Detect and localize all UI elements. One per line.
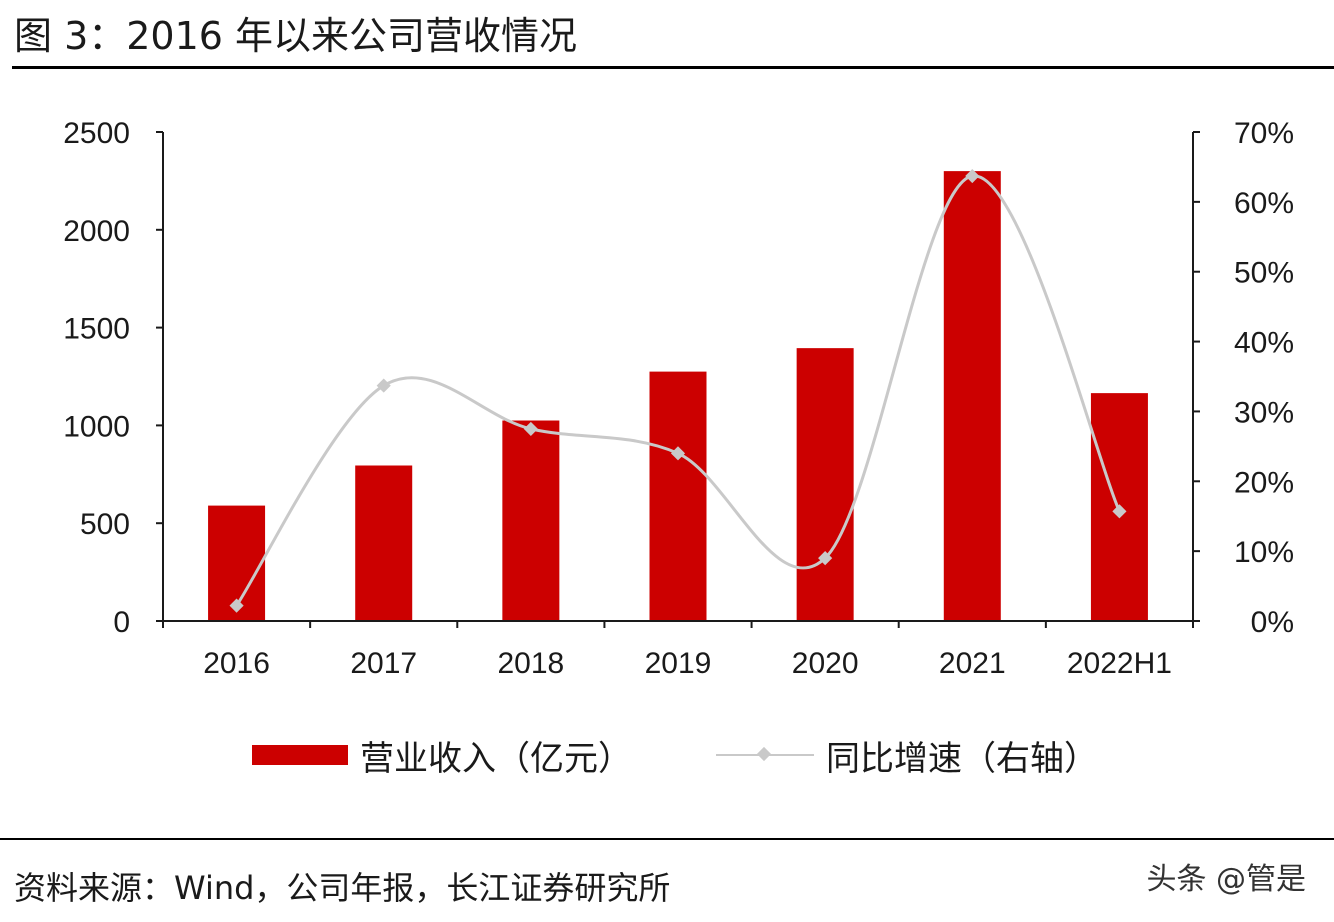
y-tick-label-left: 2000 <box>63 215 130 248</box>
growth-line-series <box>229 168 1127 613</box>
growth-point-2017 <box>376 378 391 393</box>
bar-2019 <box>649 371 707 621</box>
growth-point-2020 <box>818 551 833 566</box>
growth-point-2016 <box>229 598 244 613</box>
x-tick-label: 2021 <box>939 647 1006 680</box>
legend-line-swatch <box>716 745 814 765</box>
y-tick-label-left: 0 <box>113 606 130 639</box>
legend-bar-swatch <box>252 745 348 765</box>
bar-2017 <box>355 465 413 621</box>
growth-point-2019 <box>670 446 686 461</box>
y-tick-label-right: 20% <box>1234 466 1294 499</box>
x-tick-label: 2016 <box>203 647 270 680</box>
y-tick-label-right: 10% <box>1234 536 1294 569</box>
y-tick-label-right: 40% <box>1234 327 1294 360</box>
bar-series <box>208 171 1148 621</box>
y-tick-label-left: 1000 <box>63 410 130 443</box>
y-tick-label-left: 1500 <box>63 313 130 346</box>
footer-divider <box>0 838 1334 840</box>
bar-2021 <box>943 171 1001 621</box>
y-tick-label-left: 2500 <box>63 117 130 150</box>
x-tick-label: 2019 <box>645 647 712 680</box>
x-tick-label: 2020 <box>792 647 859 680</box>
legend-line-label: 同比增速（右轴） <box>826 738 1098 779</box>
legend-bar-label: 营业收入（亿元） <box>360 738 632 779</box>
watermark: 头条 @管是 <box>1146 862 1306 897</box>
axes <box>156 131 1200 628</box>
y-tick-label-right: 70% <box>1234 117 1294 150</box>
source-note: 资料来源：Wind，公司年报，长江证券研究所 <box>14 869 671 907</box>
growth-point-2018 <box>523 421 538 436</box>
figure-title: 图 3：2016 年以来公司营收情况 <box>14 14 578 58</box>
title-divider <box>12 66 1334 69</box>
tick-labels: 0 500 1000 1500 2000 2500 0% 10% 20% 30% 40% 50% 60%… <box>63 117 1294 680</box>
legend-revenue: 营业收入（亿元） <box>252 730 632 780</box>
chart: 0 500 1000 1500 2000 2500 0% 10% 20% 30% 40% 50% 60%… <box>63 117 1294 680</box>
x-tick-label: 2017 <box>350 647 417 680</box>
growth-point-2022H1 <box>1112 504 1127 519</box>
y-tick-label-right: 50% <box>1234 257 1294 290</box>
y-tick-label-right: 30% <box>1234 396 1294 429</box>
bar-2018 <box>502 420 560 621</box>
x-tick-label: 2022H1 <box>1067 647 1172 680</box>
y-tick-label-left: 500 <box>80 508 130 541</box>
y-tick-label-right: 60% <box>1234 187 1294 220</box>
legend-growth: 同比增速（右轴） <box>716 730 1098 780</box>
x-tick-label: 2018 <box>497 647 564 680</box>
y-tick-label-right: 0% <box>1251 606 1294 639</box>
growth-point-2021 <box>965 168 980 184</box>
bar-2020 <box>796 348 854 621</box>
